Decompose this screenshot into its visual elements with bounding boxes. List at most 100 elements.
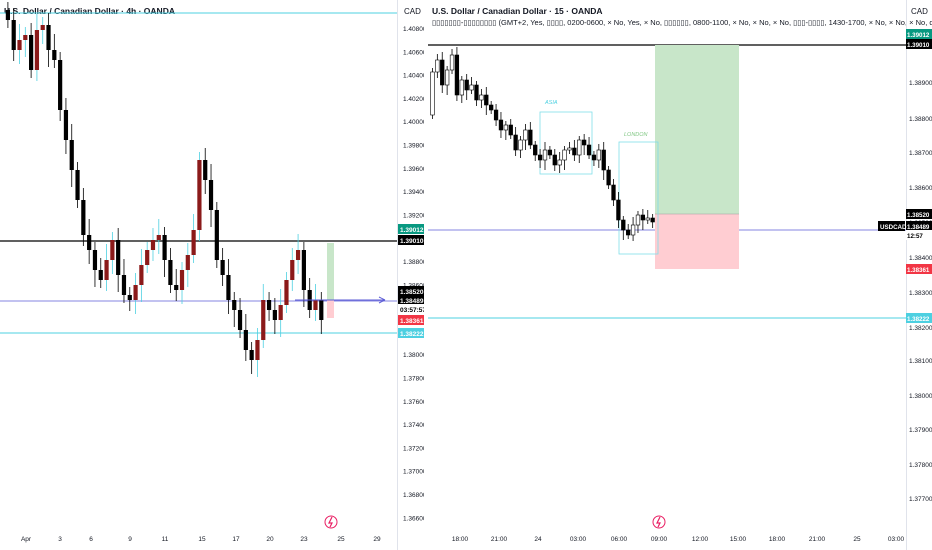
- left-currency-label: CAD: [404, 7, 421, 16]
- left-x-tick-label: 20: [266, 536, 274, 543]
- right-x-tick-label: 06:00: [611, 536, 628, 543]
- right-entry-badge: 1.38520: [907, 212, 930, 219]
- right-candle-body: [454, 54, 460, 96]
- left-candle-body: [63, 110, 69, 140]
- london-session-box: [618, 141, 659, 255]
- right-x-tick-label: 03:00: [570, 536, 587, 543]
- right-candle-body: [542, 149, 548, 161]
- right-candle-body: [440, 59, 445, 86]
- right-x-tick-label: 25: [853, 536, 861, 543]
- left-candle-body: [313, 300, 318, 310]
- right-sl-badge-bg: [906, 264, 932, 274]
- left-y-tick-label: 1.37800: [403, 376, 427, 383]
- right-y-tick-label: 1.37900: [909, 427, 932, 434]
- left-y-tick-label: 1.39600: [403, 166, 427, 173]
- right-y-tick-label: 1.38200: [909, 325, 932, 332]
- right-candle-body: [606, 169, 611, 186]
- right-y-tick-label: 1.38600: [909, 185, 932, 192]
- right-candle-body: [498, 119, 504, 131]
- left-levels: [0, 12, 397, 334]
- right-countdown-badge: 12:57: [907, 233, 923, 240]
- right-x-tick-label: 12:00: [692, 536, 709, 543]
- left-x-tick-label: 6: [89, 536, 93, 543]
- left-x-tick-label: 25: [337, 536, 345, 543]
- left-price-badge: 1.38489: [400, 298, 424, 305]
- right-entry-badge-bg: [906, 209, 932, 219]
- left-candle-body: [232, 300, 237, 310]
- left-x-tick-label: 3: [58, 536, 62, 543]
- left-candle-body: [197, 160, 202, 230]
- right-candle-body: [562, 149, 567, 161]
- right-candle-body: [508, 124, 513, 136]
- right-sl-badge: 1.38361: [907, 267, 930, 274]
- right-candle-body: [552, 154, 557, 166]
- left-candle-body: [127, 295, 132, 300]
- right-level-badge: 1.39010: [907, 42, 930, 49]
- left-y-tick-label: 1.40400: [403, 73, 427, 80]
- right-price-badges: 1.39012 1.39010 1.38520 1.38489 12:57 1.38361…: [878, 29, 932, 323]
- right-position-tool[interactable]: [655, 45, 739, 269]
- right-candle-body: [567, 147, 572, 151]
- left-candle-body: [249, 350, 254, 360]
- right-chart[interactable]: U.S. Dollar / Canadian Dollar · 15 · OAN…: [424, 0, 932, 550]
- left-candle-body: [214, 210, 219, 260]
- left-y-axis[interactable]: 1.40800 1.40600 1.40400 1.40200 1.40000 1.398…: [403, 26, 427, 522]
- right-y-tick-label: 1.38800: [909, 116, 932, 123]
- right-y-tick-label: 1.37700: [909, 496, 932, 503]
- right-candle-body: [591, 154, 597, 161]
- right-candle-body: [474, 84, 479, 101]
- right-candle-body: [547, 149, 553, 156]
- left-y-tick-label: 1.40800: [403, 26, 427, 33]
- left-lightning-icon[interactable]: [324, 515, 338, 529]
- right-price-badge: 1.38489: [907, 224, 930, 231]
- left-support-badge: 1.38222: [400, 331, 424, 338]
- left-price-badge-bg: [398, 295, 426, 305]
- left-candle-body: [266, 300, 272, 310]
- left-chart[interactable]: U.S. Dollar / Canadian Dollar · 4h · OAN…: [0, 0, 427, 550]
- left-countdown-badge-bg: [398, 304, 426, 314]
- left-y-tick-label: 1.38800: [403, 259, 427, 266]
- left-y-tick-label: 1.38000: [403, 352, 427, 359]
- left-y-tick-label: 1.40200: [403, 96, 427, 103]
- left-support-badge-bg: [398, 328, 426, 338]
- left-level-badge: 1.39010: [400, 238, 424, 245]
- right-x-tick-label: 15:00: [730, 536, 747, 543]
- left-y-tick-label: 1.36800: [403, 492, 427, 499]
- right-candle-body: [582, 139, 587, 146]
- left-candle-body: [29, 35, 34, 70]
- left-candle-body: [319, 300, 324, 320]
- right-x-tick-label: 24: [534, 536, 542, 543]
- left-candle-body: [295, 250, 301, 260]
- left-candle-body: [17, 40, 22, 50]
- right-countdown-badge-bg: [906, 230, 932, 240]
- right-candle-body: [528, 129, 533, 146]
- left-candle-body: [226, 275, 231, 300]
- left-candle-body: [145, 250, 150, 265]
- left-candle-body: [121, 275, 127, 295]
- left-position-tool[interactable]: [295, 243, 386, 318]
- left-candle-body: [98, 270, 103, 280]
- left-y-tick-label: 1.39200: [403, 212, 427, 219]
- left-candle-body: [92, 250, 98, 270]
- right-currency-label: CAD: [911, 7, 928, 16]
- left-candle-body: [237, 310, 243, 330]
- left-sl-badge: 1.38361: [400, 318, 424, 325]
- right-x-tick-label: 09:00: [651, 536, 668, 543]
- left-y-tick-label: 1.36600: [403, 515, 427, 522]
- right-candle-body: [616, 199, 621, 221]
- left-candle-body: [278, 305, 283, 320]
- right-lightning-icon[interactable]: [652, 515, 666, 529]
- right-candle-body: [572, 147, 577, 156]
- left-x-axis[interactable]: Apr 3 6 9 11 15 17 20 23 25 29: [21, 536, 381, 543]
- right-candle-body: [533, 144, 538, 156]
- right-candle-body: [596, 149, 601, 161]
- left-candle-body: [174, 285, 179, 290]
- left-candle-body: [255, 340, 260, 360]
- right-take-profit-zone: [655, 45, 739, 214]
- left-candle-body: [52, 50, 57, 60]
- session-indicator-legend[interactable]: ▯▯▯▯▯▯▯-▯▯▯▯▯▯▯▯ (GMT+2, Yes, ▯▯▯▯, 0200…: [432, 18, 932, 27]
- left-candle-body: [11, 20, 16, 50]
- right-x-axis[interactable]: 18:00 21:00 24 03:00 06:00 09:00 12:00 15:00 18:…: [452, 536, 905, 543]
- right-tp-badge-bg: [906, 29, 932, 39]
